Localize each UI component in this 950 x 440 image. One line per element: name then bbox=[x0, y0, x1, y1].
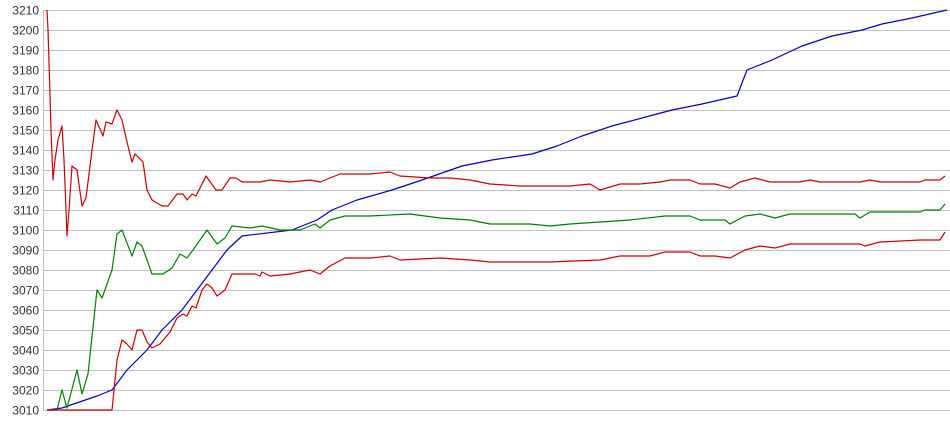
y-tick-label: 3070 bbox=[12, 284, 39, 298]
y-axis-ticks: 3010 3020 3030 3040 3050 3060 3070 3080 3090 3100… bbox=[12, 4, 39, 418]
y-tick-label: 3150 bbox=[12, 124, 39, 138]
y-tick-label: 3080 bbox=[12, 264, 39, 278]
y-tick-label: 3050 bbox=[12, 324, 39, 338]
gridlines bbox=[43, 10, 950, 411]
y-tick-label: 3120 bbox=[12, 184, 39, 198]
series-line-0 bbox=[46, 9, 948, 411]
y-tick-label: 3200 bbox=[12, 24, 39, 38]
y-tick-label: 3140 bbox=[12, 144, 39, 158]
y-tick-label: 3130 bbox=[12, 164, 39, 178]
y-tick-label: 3160 bbox=[12, 104, 39, 118]
y-tick-label: 3060 bbox=[12, 304, 39, 318]
y-tick-label: 3210 bbox=[12, 4, 39, 18]
y-tick-label: 3100 bbox=[12, 224, 39, 238]
y-tick-label: 3040 bbox=[12, 344, 39, 358]
y-tick-label: 3110 bbox=[13, 204, 39, 218]
y-tick-label: 3180 bbox=[12, 64, 39, 78]
series-lines bbox=[46, 9, 948, 411]
y-tick-label: 3010 bbox=[12, 404, 39, 418]
y-tick-label: 3030 bbox=[12, 364, 39, 378]
y-tick-label: 3020 bbox=[12, 384, 39, 398]
series-line-1 bbox=[47, 203, 946, 411]
series-line-3 bbox=[47, 231, 946, 411]
series-line-2 bbox=[46, 9, 946, 237]
y-tick-label: 3170 bbox=[12, 84, 39, 98]
y-tick-label: 3090 bbox=[12, 244, 39, 258]
y-tick-label: 3190 bbox=[12, 44, 39, 58]
